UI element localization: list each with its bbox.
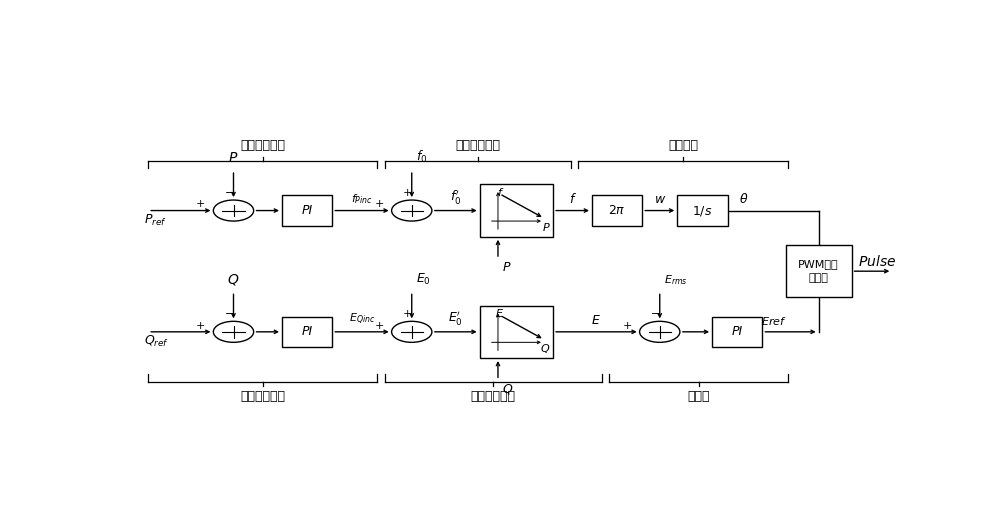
- Text: $f_0$: $f_0$: [416, 149, 427, 165]
- Text: +: +: [196, 321, 206, 331]
- Text: E: E: [496, 309, 503, 319]
- Text: +: +: [196, 200, 206, 209]
- Text: $Q_{ref}$: $Q_{ref}$: [144, 334, 169, 349]
- Bar: [592, 195, 642, 226]
- Text: 无功功率外环: 无功功率外环: [240, 391, 285, 403]
- Text: $E_0'$: $E_0'$: [448, 309, 463, 327]
- Text: $f_0'$: $f_0'$: [450, 188, 461, 206]
- Text: $f_{Pinc}$: $f_{Pinc}$: [351, 192, 373, 206]
- Text: 电压环: 电压环: [687, 391, 710, 403]
- Text: $\theta$: $\theta$: [739, 192, 749, 206]
- Bar: [712, 317, 762, 347]
- Text: +: +: [374, 321, 384, 331]
- Text: 有功功率外环: 有功功率外环: [240, 139, 285, 152]
- Text: +: +: [622, 321, 632, 331]
- Text: Q: Q: [541, 344, 549, 354]
- Text: P: P: [543, 223, 549, 233]
- Text: 角度积分: 角度积分: [668, 139, 698, 152]
- Text: $E_{rms}$: $E_{rms}$: [664, 273, 687, 287]
- Text: +: +: [403, 309, 413, 319]
- Text: $w$: $w$: [654, 193, 666, 206]
- Text: −: −: [651, 309, 661, 319]
- Text: $Eref$: $Eref$: [761, 315, 787, 327]
- Text: $Pulse$: $Pulse$: [858, 254, 896, 269]
- Text: $1/s$: $1/s$: [692, 204, 713, 217]
- Bar: [282, 317, 332, 347]
- Text: $Q$: $Q$: [502, 382, 513, 396]
- Text: PWM信号: PWM信号: [798, 259, 839, 269]
- Bar: [480, 306, 553, 358]
- Text: 频率下垂控制: 频率下垂控制: [455, 139, 500, 152]
- Text: +: +: [374, 200, 384, 209]
- Text: f: f: [498, 187, 501, 197]
- Text: $P$: $P$: [502, 261, 511, 274]
- Text: 电压下垂控制: 电压下垂控制: [471, 391, 516, 403]
- Text: PI: PI: [302, 204, 313, 217]
- Text: $P$: $P$: [228, 151, 239, 165]
- Text: $E_{Qinc}$: $E_{Qinc}$: [349, 312, 375, 327]
- Text: −: −: [225, 309, 234, 319]
- Text: $Q$: $Q$: [227, 271, 240, 287]
- Text: PI: PI: [302, 326, 313, 338]
- Bar: [480, 184, 553, 237]
- Bar: [677, 195, 728, 226]
- Text: 发生器: 发生器: [809, 274, 829, 284]
- Text: −: −: [225, 188, 234, 198]
- Text: $E$: $E$: [591, 314, 601, 327]
- Text: $E_0$: $E_0$: [416, 271, 431, 287]
- Text: $2\pi$: $2\pi$: [608, 204, 626, 217]
- Text: $P_{ref}$: $P_{ref}$: [144, 213, 167, 228]
- Bar: [282, 195, 332, 226]
- Text: PI: PI: [732, 326, 743, 338]
- Text: +: +: [403, 188, 413, 198]
- Bar: [786, 245, 852, 298]
- Text: $f$: $f$: [569, 192, 577, 206]
